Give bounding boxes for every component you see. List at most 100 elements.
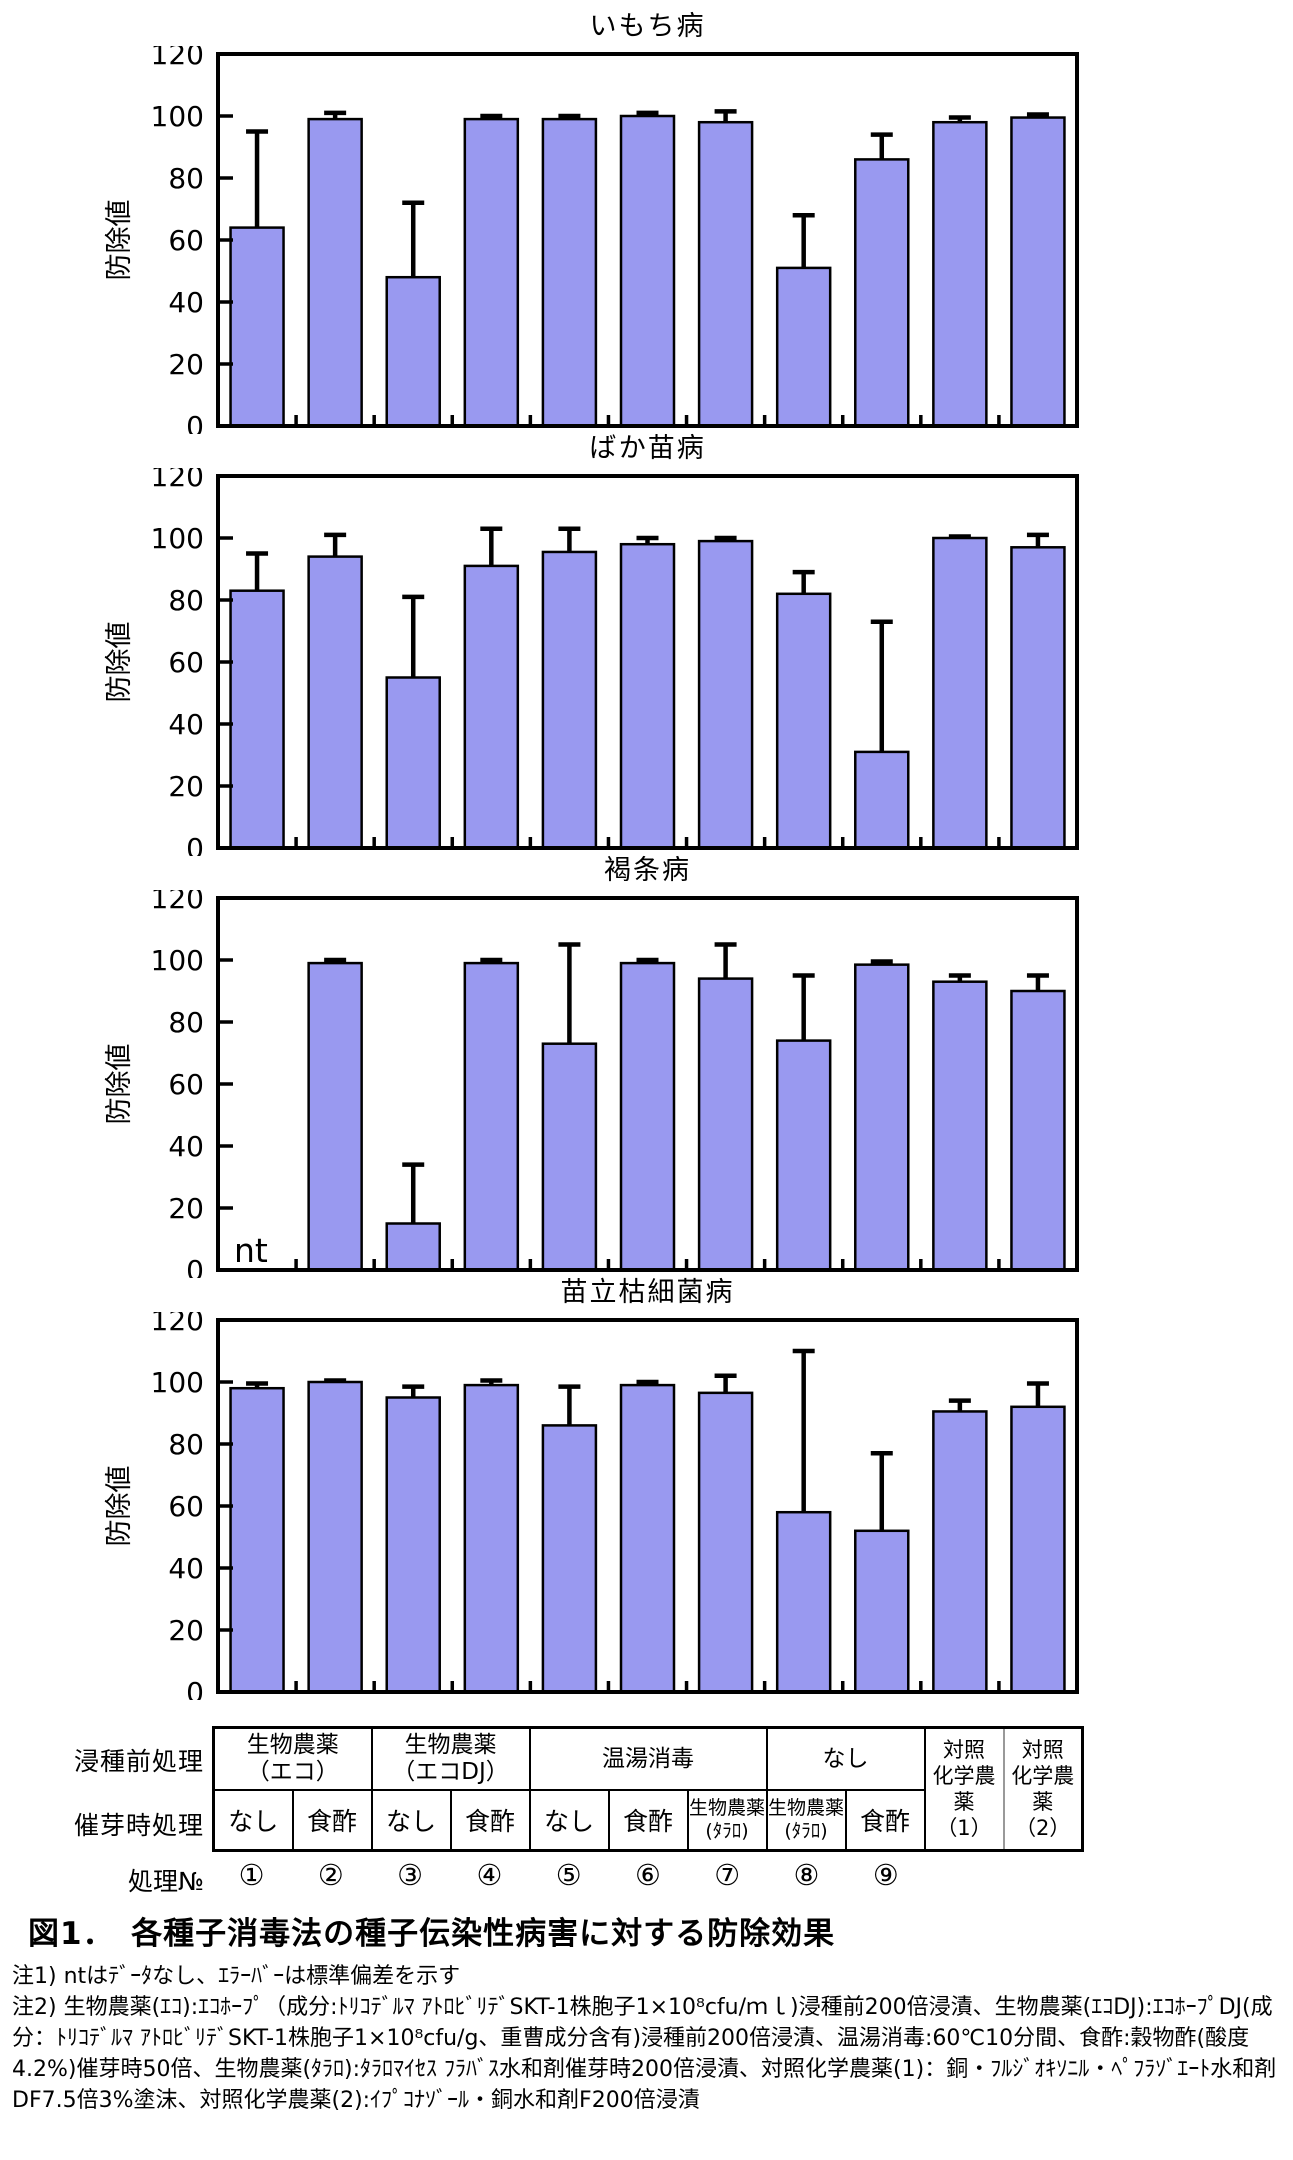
treatment-number-grid: ① ② ③ ④ ⑤ ⑥ ⑦ ⑧ ⑨ xyxy=(212,1858,1084,1892)
bar-chart-naedachigare: 0 20 40 60 80 100 120 防除値 xyxy=(104,1312,1079,1700)
bar xyxy=(854,158,910,428)
figure-caption: 図1． 各種子消毒法の種子伝染性病害に対する防除効果 xyxy=(28,1916,836,1952)
y-tick-label: 120 xyxy=(151,46,204,71)
bar xyxy=(463,961,520,1272)
y-tick-label: 120 xyxy=(151,468,204,493)
y-tick-label: 20 xyxy=(168,1614,204,1647)
bar xyxy=(307,555,363,850)
table-cell-germ-2: 食酢 xyxy=(291,1789,373,1852)
bar xyxy=(932,980,988,1272)
table-cell-hot-water: 温湯消毒 xyxy=(528,1726,768,1791)
y-axis-title: 防除値 xyxy=(104,1466,135,1547)
y-tick-label: 100 xyxy=(151,1366,204,1399)
bar xyxy=(854,750,910,850)
bar xyxy=(619,1383,676,1694)
bar-chart-kassujo: 0 20 40 60 80 100 120 防除値 nt xyxy=(104,890,1079,1278)
y-tick-label: 20 xyxy=(168,348,204,381)
bar xyxy=(854,963,910,1272)
chart-block-naedachigare: 苗立枯細菌病 0 20 40 60 80 100 120 防除値 xyxy=(0,1278,1293,1700)
y-tick-label: 60 xyxy=(168,646,204,679)
row-label-germination: 催芽時処理 xyxy=(73,1811,204,1840)
treatment-no-blank-1 xyxy=(925,1858,1004,1892)
bar xyxy=(463,1383,520,1694)
y-tick-label: 80 xyxy=(168,162,204,195)
chart-block-imochi: いもち病 0 20 40 60 80 100 120 防除値 xyxy=(0,12,1293,434)
y-tick-label: 0 xyxy=(186,410,204,434)
table-row-pre-soak: 生物農薬 （エコ） 生物農薬 （エコDJ） 温湯消毒 なし 対照 化学農薬 （1… xyxy=(212,1726,1084,1852)
bar xyxy=(307,961,363,1272)
bar xyxy=(932,1410,988,1694)
bar xyxy=(463,117,520,428)
y-tick-label: 0 xyxy=(186,1676,204,1700)
no-data-label: nt xyxy=(234,1231,268,1270)
note-1: 注1) ntはﾃﾞｰﾀなし、ｴﾗｰﾊﾞｰは標準偏差を示す xyxy=(12,1964,461,1989)
bar xyxy=(932,536,988,850)
treatment-no-4: ④ xyxy=(476,1858,503,1892)
bar xyxy=(775,1039,832,1272)
bar xyxy=(1010,989,1066,1272)
row-label-pre-soak: 浸種前処理 xyxy=(73,1747,204,1776)
bar xyxy=(229,1386,285,1694)
y-tick-label: 120 xyxy=(151,1312,204,1337)
bar xyxy=(619,542,676,850)
table-cell-germ-3: なし xyxy=(370,1789,452,1852)
y-tick-label: 40 xyxy=(168,708,204,741)
bar xyxy=(1010,546,1066,850)
bar xyxy=(307,117,363,428)
plot-frame xyxy=(216,52,1079,428)
bar xyxy=(1010,116,1066,428)
y-tick-label: 60 xyxy=(168,1068,204,1101)
treatment-no-1: ① xyxy=(238,1858,265,1892)
row-label-treatment-no: 処理№ xyxy=(127,1867,204,1896)
bar xyxy=(463,564,520,850)
table-cell-control-chem-1: 対照 化学農薬 （1） xyxy=(923,1726,1005,1852)
bar-chart-imochi: 0 20 40 60 80 100 120 防除値 xyxy=(104,46,1079,434)
table-cell-control-chem-2: 対照 化学農薬 （2） xyxy=(1002,1726,1084,1852)
bar xyxy=(541,117,598,428)
bar xyxy=(775,592,832,850)
y-tick-label: 0 xyxy=(186,832,204,856)
y-tick-label: 40 xyxy=(168,286,204,319)
bar xyxy=(385,1396,441,1694)
y-tick-label: 20 xyxy=(168,1192,204,1225)
treatment-no-3: ③ xyxy=(397,1858,424,1892)
figure-notes: 注1) ntはﾃﾞｰﾀなし、ｴﾗｰﾊﾞｰは標準偏差を示す 注2) 生物農薬(ｴｺ… xyxy=(0,1961,1293,2116)
y-axis-title: 防除値 xyxy=(104,622,135,703)
y-tick-label: 40 xyxy=(168,1130,204,1163)
table-row-germination: なし 食酢 なし 食酢 なし 食酢 生物農薬 (ﾀﾗﾛ) 生物農薬 (ﾀﾗﾛ) … xyxy=(212,1789,1083,1852)
y-tick-label: 100 xyxy=(151,522,204,555)
treatment-no-6: ⑥ xyxy=(634,1858,661,1892)
treatment-number-row: 処理№ ① ② ③ ④ ⑤ ⑥ ⑦ ⑧ ⑨ xyxy=(0,1854,1293,1898)
y-tick-label: 120 xyxy=(151,890,204,915)
plot-frame xyxy=(216,474,1079,850)
y-axis-title: 防除値 xyxy=(104,200,135,281)
treatment-no-9: ⑨ xyxy=(872,1858,899,1892)
bar xyxy=(1010,1405,1066,1694)
table-cell-germ-5: なし xyxy=(528,1789,610,1852)
bar xyxy=(697,539,754,850)
bar xyxy=(697,1391,754,1694)
table-cell-bio-eco: 生物農薬 （エコ） xyxy=(212,1726,373,1791)
bar xyxy=(229,226,285,428)
bar xyxy=(307,1380,363,1694)
bar xyxy=(385,1222,441,1272)
y-tick-label: 40 xyxy=(168,1552,204,1585)
table-cell-germ-6: 食酢 xyxy=(607,1789,689,1852)
chart-title: ばか苗病 xyxy=(589,433,706,464)
bar xyxy=(697,120,754,428)
bar xyxy=(541,550,598,850)
chart-block-bakanae: ばか苗病 0 20 40 60 80 100 120 防除値 xyxy=(0,434,1293,856)
bar-chart-bakanae: 0 20 40 60 80 100 120 防除値 xyxy=(104,468,1079,856)
plot-frame xyxy=(216,1318,1079,1694)
y-tick-label: 100 xyxy=(151,100,204,133)
y-tick-label: 100 xyxy=(151,944,204,977)
bar xyxy=(854,1529,910,1694)
bar xyxy=(541,1042,598,1272)
bar xyxy=(619,114,676,428)
bar xyxy=(385,275,441,428)
table-cell-bio-ecodj: 生物農薬 （エコDJ） xyxy=(370,1726,531,1791)
figure-page: いもち病 0 20 40 60 80 100 120 防除値 ばか苗病 0 20 40 60 80 10… xyxy=(0,12,1293,2116)
treatment-no-2: ② xyxy=(317,1858,344,1892)
bar xyxy=(932,120,988,428)
chart-title: 褐条病 xyxy=(604,855,691,886)
